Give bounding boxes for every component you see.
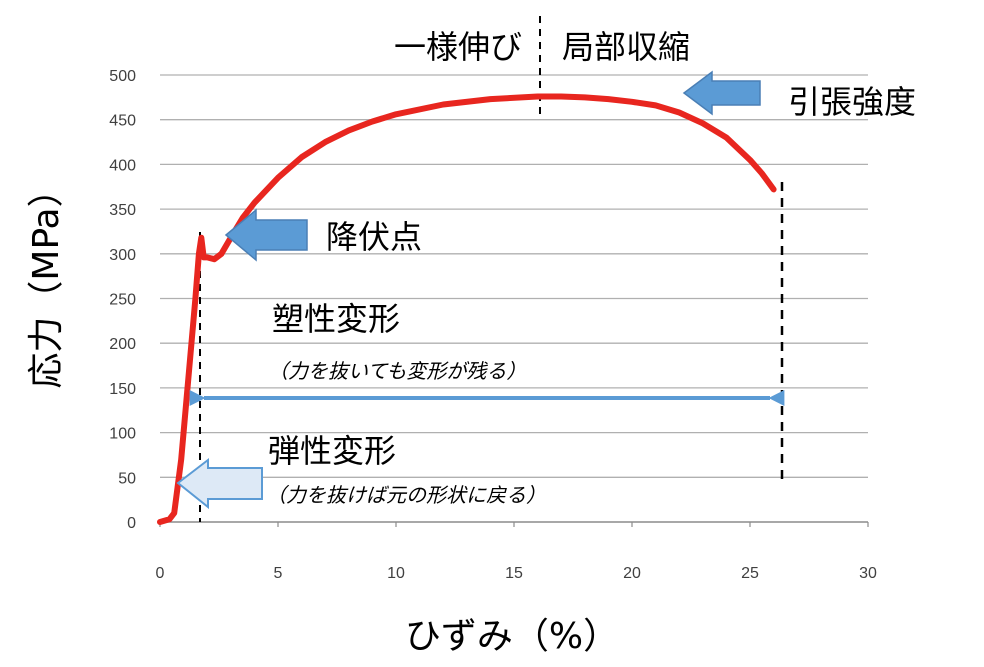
elastic-deformation-note: （力を抜けば元の形状に戻る） — [266, 483, 546, 507]
tensile-strength-arrow-icon — [682, 70, 761, 116]
y-tick-label: 400 — [109, 157, 136, 174]
plastic-deformation-label: 塑性変形 — [272, 300, 400, 338]
y-tick-label: 0 — [127, 515, 136, 532]
x-tick-label: 10 — [387, 565, 405, 582]
x-tick-label: 20 — [623, 565, 641, 582]
y-tick-label: 350 — [109, 202, 136, 219]
y-axis-title: 応力（MPa） — [26, 171, 67, 388]
y-tick-label: 50 — [118, 470, 136, 487]
yield-point-label: 降伏点 — [326, 218, 422, 256]
plastic-deformation-note: （力を抜いても変形が残る） — [268, 359, 526, 383]
tensile-strength-label: 引張強度 — [788, 83, 916, 121]
y-tick-label: 200 — [109, 336, 136, 353]
x-tick-label: 5 — [274, 565, 283, 582]
y-tick-label: 500 — [109, 68, 136, 85]
elastic-deformation-label: 弾性変形 — [268, 432, 396, 470]
y-tick-label: 450 — [109, 113, 136, 130]
elastic-arrow-icon — [176, 457, 263, 510]
x-tick-label: 0 — [156, 565, 165, 582]
x-tick-label: 30 — [859, 565, 877, 582]
x-axis-title: ひずみ（%） — [405, 616, 619, 657]
stress-strain-curve — [157, 93, 777, 525]
y-tick-label: 100 — [109, 426, 136, 443]
yield-point-arrow-icon — [224, 208, 308, 262]
uniform-elongation-label: 一様伸び — [394, 28, 522, 66]
x-tick-label: 15 — [505, 565, 523, 582]
y-tick-label: 150 — [109, 381, 136, 398]
y-tick-label: 250 — [109, 292, 136, 309]
y-tick-labels: 0 50 100 150 200 250 300 350 400 450 500 — [109, 68, 136, 532]
grid-lines — [159, 74, 869, 527]
necking-label: 局部収縮 — [562, 28, 690, 66]
x-tick-label: 25 — [741, 565, 759, 582]
y-tick-label: 300 — [109, 247, 136, 264]
x-tick-labels: 0 5 10 15 20 25 30 — [156, 565, 877, 582]
